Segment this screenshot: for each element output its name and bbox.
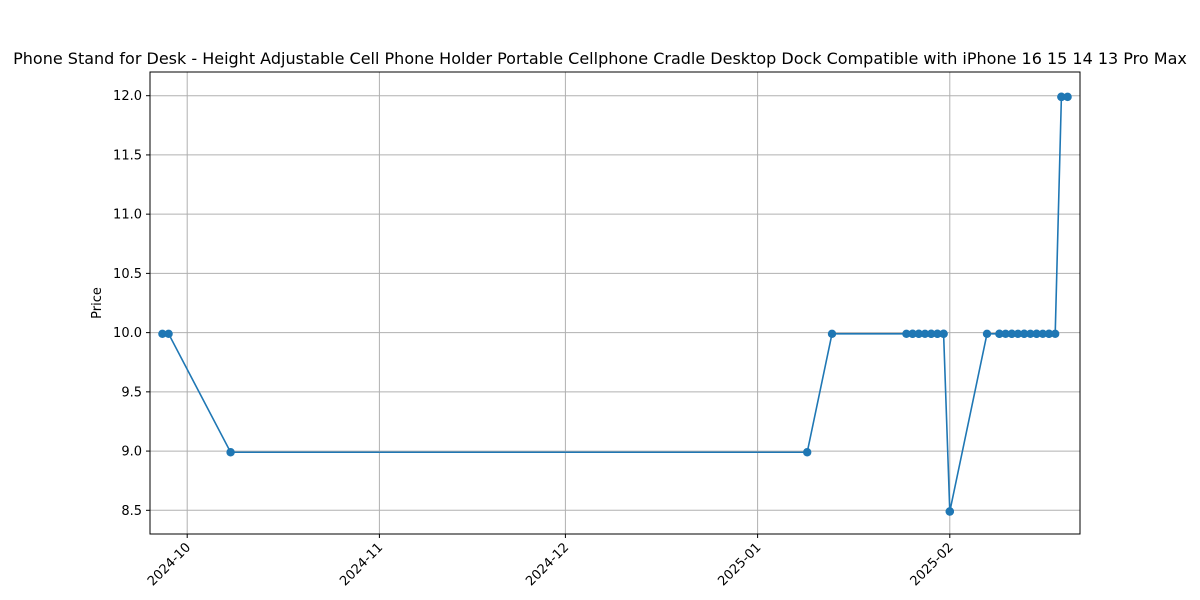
data-point — [1007, 329, 1016, 338]
chart-title: Phone Stand for Desk - Height Adjustable… — [13, 49, 1187, 68]
y-tick-label: 9.5 — [121, 385, 142, 400]
grid — [150, 72, 1080, 534]
data-point — [908, 329, 917, 338]
data-point — [1019, 329, 1029, 338]
x-tick-label: 2025-01 — [715, 540, 764, 589]
series-markers — [158, 92, 1072, 516]
data-point — [914, 329, 923, 338]
data-point — [1051, 329, 1060, 338]
x-tick-label: 2025-02 — [908, 540, 957, 589]
x-tick-label: 2024-10 — [145, 540, 194, 589]
y-axis-label: Price — [90, 287, 105, 319]
y-tick-label: 11.0 — [113, 208, 142, 223]
data-point — [1013, 329, 1023, 338]
data-point — [1063, 92, 1072, 102]
y-tick-label: 10.5 — [113, 267, 142, 282]
data-point — [1038, 329, 1048, 338]
data-point — [164, 329, 173, 338]
data-point — [920, 329, 930, 338]
data-point — [1044, 329, 1054, 338]
data-point — [939, 329, 948, 338]
y-tick-label: 12.0 — [113, 89, 142, 104]
data-point — [902, 329, 911, 338]
data-point — [995, 329, 1004, 338]
series-line-layer — [162, 96, 1068, 512]
data-point — [927, 329, 936, 338]
data-point — [945, 507, 954, 516]
price-series-line — [162, 96, 1068, 512]
y-tick-label: 8.5 — [121, 504, 142, 519]
data-point — [827, 329, 837, 338]
y-tick-label: 9.0 — [121, 445, 142, 460]
data-point — [1057, 92, 1066, 102]
y-tick-label: 11.5 — [113, 148, 142, 163]
data-point — [803, 448, 812, 457]
data-point — [1032, 329, 1041, 338]
x-tick-label: 2024-12 — [523, 540, 572, 589]
plot-area-frame — [149, 71, 1081, 535]
data-point — [1001, 329, 1010, 338]
data-point — [226, 448, 235, 457]
data-point — [933, 329, 942, 338]
data-point — [982, 329, 992, 338]
data-point — [1026, 329, 1035, 338]
y-tick-label: 10.0 — [113, 326, 142, 341]
data-point — [158, 329, 167, 338]
x-tick-label: 2024-11 — [337, 540, 386, 589]
